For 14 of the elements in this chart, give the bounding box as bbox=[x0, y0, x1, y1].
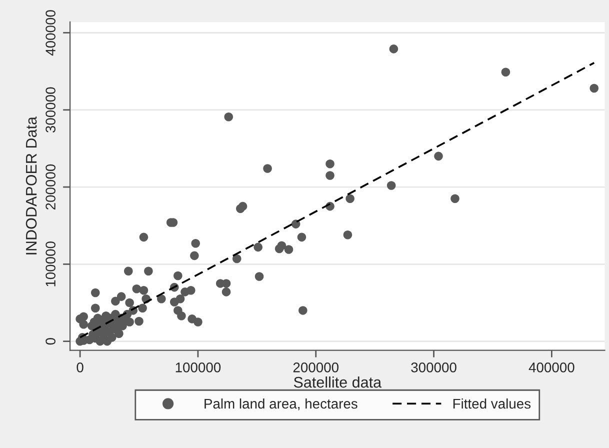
x-tick-label: 200000 bbox=[293, 362, 338, 372]
y-tick-label: 0 bbox=[46, 338, 56, 345]
y-tick-label: 400000 bbox=[46, 10, 56, 56]
x-tick-label: 400000 bbox=[528, 362, 574, 372]
legend-label: Palm land area, hectares bbox=[204, 398, 358, 410]
y-tick-label: 100000 bbox=[46, 242, 56, 286]
y-tick-label: 200000 bbox=[46, 164, 56, 210]
x-axis-title: Satellite data bbox=[294, 376, 382, 388]
x-tick-label: 300000 bbox=[411, 362, 456, 372]
x-tick-label: 0 bbox=[76, 362, 84, 372]
y-axis-title: INDODAPOER Data bbox=[26, 116, 37, 254]
legend-label: Fitted values bbox=[453, 398, 531, 409]
x-tick-label: 100000 bbox=[176, 362, 221, 372]
y-tick-label: 300000 bbox=[46, 87, 56, 133]
